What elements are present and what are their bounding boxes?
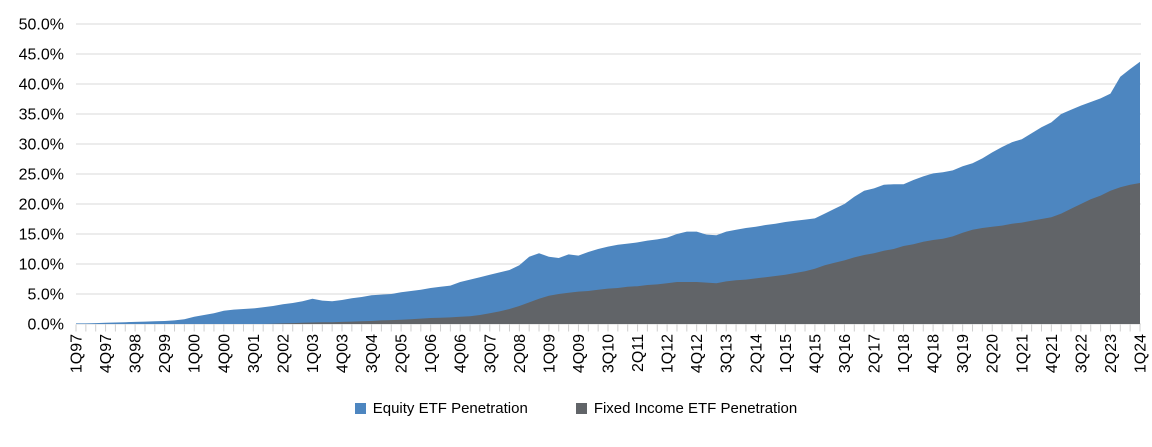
x-axis-labels: 1Q97 4Q97 3Q98 2Q99 1Q00 4Q00 3Q01 2Q02 1Q03 4Q03… [69, 334, 1150, 373]
chart-canvas: 50.0% 45.0% 40.0% 35.0% 30.0% 25.0% 20.0% 15.0%… [19, 17, 1150, 374]
y-tick-label: 50.0% [19, 17, 64, 34]
x-tick-label: 1Q24 [1133, 334, 1150, 373]
x-tick-label: 4Q21 [1044, 334, 1061, 373]
y-tick-label: 5.0% [28, 287, 64, 304]
x-tick-label: 3Q16 [837, 334, 854, 373]
y-tick-label: 30.0% [19, 137, 64, 154]
x-tick-label: 1Q03 [305, 334, 322, 373]
x-tick-label: 1Q12 [660, 334, 677, 373]
equity-swatch-icon [354, 403, 366, 414]
etf-penetration-area-chart: 50.0% 45.0% 40.0% 35.0% 30.0% 25.0% 20.0% 15.0%… [19, 17, 1150, 374]
x-tick-label: 3Q07 [482, 334, 499, 373]
x-tick-label: 4Q03 [335, 334, 352, 373]
x-tick-label: 1Q21 [1014, 334, 1031, 373]
x-tick-label: 2Q02 [275, 334, 292, 373]
x-tick-label: 4Q18 [926, 334, 943, 373]
legend-label-fixed-income: Fixed Income ETF Penetration [593, 400, 798, 417]
y-axis-labels: 50.0% 45.0% 40.0% 35.0% 30.0% 25.0% 20.0% 15.0%… [19, 17, 64, 334]
x-tick-label: 4Q97 [98, 334, 115, 373]
legend-item-fixed-income: Fixed Income ETF Penetration [575, 400, 798, 417]
x-tick-label: 3Q22 [1073, 334, 1090, 373]
x-tick-label: 2Q05 [394, 334, 411, 373]
x-tick-label: 4Q15 [807, 334, 824, 373]
y-tick-label: 25.0% [19, 167, 64, 184]
x-tick-label: 2Q14 [748, 334, 765, 373]
x-tick-label: 2Q23 [1103, 334, 1120, 373]
x-tick-label: 3Q98 [128, 334, 145, 373]
x-tick-label: 3Q01 [246, 334, 263, 373]
x-tick-label: 4Q09 [571, 334, 588, 373]
x-tick-label: 3Q19 [955, 334, 972, 373]
y-tick-label: 10.0% [19, 257, 64, 274]
fixed-income-swatch-icon [575, 403, 587, 414]
legend-item-equity: Equity ETF Penetration [354, 400, 528, 417]
x-tick-label: 4Q06 [453, 334, 470, 373]
x-tick-label: 1Q00 [187, 334, 204, 373]
x-tick-label: 3Q04 [364, 334, 381, 373]
y-tick-label: 0.0% [28, 317, 64, 334]
y-tick-label: 35.0% [19, 107, 64, 124]
y-tick-label: 40.0% [19, 77, 64, 94]
fixed-income-area [76, 183, 1140, 324]
x-tick-label: 2Q11 [630, 334, 647, 372]
legend-label-equity: Equity ETF Penetration [372, 400, 528, 417]
x-tick-label: 2Q08 [512, 334, 529, 373]
x-tick-label: 2Q17 [867, 334, 884, 373]
x-tick-label: 3Q13 [719, 334, 736, 373]
x-tick-label: 1Q15 [778, 334, 795, 373]
x-tick-label: 2Q99 [157, 334, 174, 373]
y-tick-label: 20.0% [19, 197, 64, 214]
x-tick-label: 1Q06 [423, 334, 440, 373]
chart-legend: Equity ETF Penetration Fixed Income ETF … [0, 400, 1152, 417]
x-axis-ticks [75, 324, 1141, 332]
x-tick-label: 1Q18 [896, 334, 913, 373]
x-tick-label: 4Q12 [689, 334, 706, 373]
x-tick-label: 1Q09 [541, 334, 558, 373]
x-tick-label: 3Q10 [601, 334, 618, 373]
x-tick-label: 4Q00 [216, 334, 233, 373]
y-tick-label: 45.0% [19, 47, 64, 64]
x-tick-label: 2Q20 [985, 334, 1002, 373]
y-tick-label: 15.0% [19, 227, 64, 244]
x-tick-label: 1Q97 [69, 334, 86, 373]
